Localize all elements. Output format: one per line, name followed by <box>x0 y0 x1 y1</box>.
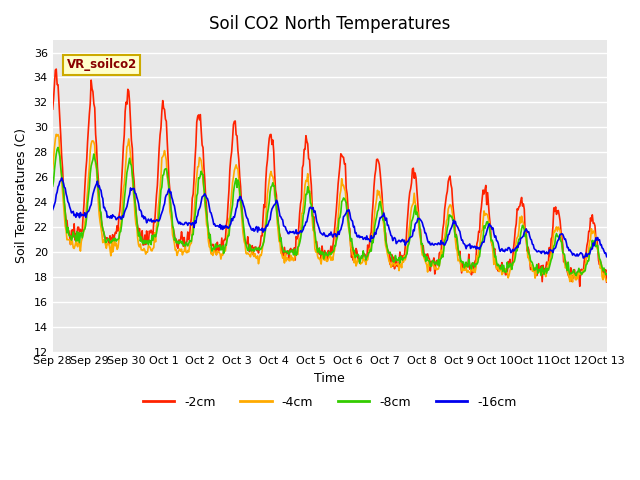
Line: -8cm: -8cm <box>52 147 607 276</box>
-16cm <box>58 175 65 181</box>
Line: -2cm: -2cm <box>52 69 607 286</box>
-2cm <box>449 200 456 206</box>
-8cm <box>603 271 611 277</box>
-16cm <box>49 207 56 213</box>
-2cm <box>603 279 611 285</box>
Title: Soil CO2 North Temperatures: Soil CO2 North Temperatures <box>209 15 451 33</box>
-16cm <box>129 186 136 192</box>
Legend: -2cm, -4cm, -8cm, -16cm: -2cm, -4cm, -8cm, -16cm <box>138 391 522 414</box>
-16cm <box>590 243 598 249</box>
-8cm <box>590 238 598 244</box>
-8cm <box>538 273 545 278</box>
-16cm <box>255 224 262 230</box>
-16cm <box>579 255 587 261</box>
-4cm <box>49 166 56 172</box>
-4cm <box>590 228 598 234</box>
-4cm <box>449 212 456 218</box>
Text: VR_soilco2: VR_soilco2 <box>67 58 137 71</box>
-2cm <box>129 145 136 151</box>
-16cm <box>480 239 488 245</box>
-8cm <box>480 223 488 228</box>
-2cm <box>49 106 56 112</box>
Line: -16cm: -16cm <box>52 178 607 258</box>
-4cm <box>515 228 523 233</box>
-4cm <box>52 132 60 137</box>
-16cm <box>515 240 523 246</box>
-16cm <box>603 254 611 260</box>
-4cm <box>255 261 262 266</box>
-8cm <box>49 183 56 189</box>
-2cm <box>590 220 598 226</box>
Y-axis label: Soil Temperatures (C): Soil Temperatures (C) <box>15 128 28 264</box>
X-axis label: Time: Time <box>314 372 345 385</box>
-4cm <box>569 279 577 285</box>
-16cm <box>449 221 456 227</box>
-8cm <box>129 171 136 177</box>
-8cm <box>449 217 456 223</box>
-2cm <box>515 204 523 210</box>
-4cm <box>480 208 488 214</box>
-2cm <box>480 191 488 197</box>
-4cm <box>129 173 136 179</box>
-8cm <box>54 144 62 150</box>
-4cm <box>603 278 611 284</box>
-2cm <box>576 283 584 289</box>
-8cm <box>515 236 523 242</box>
Line: -4cm: -4cm <box>52 134 607 282</box>
-8cm <box>255 245 262 251</box>
-2cm <box>52 66 60 72</box>
-2cm <box>255 250 262 256</box>
